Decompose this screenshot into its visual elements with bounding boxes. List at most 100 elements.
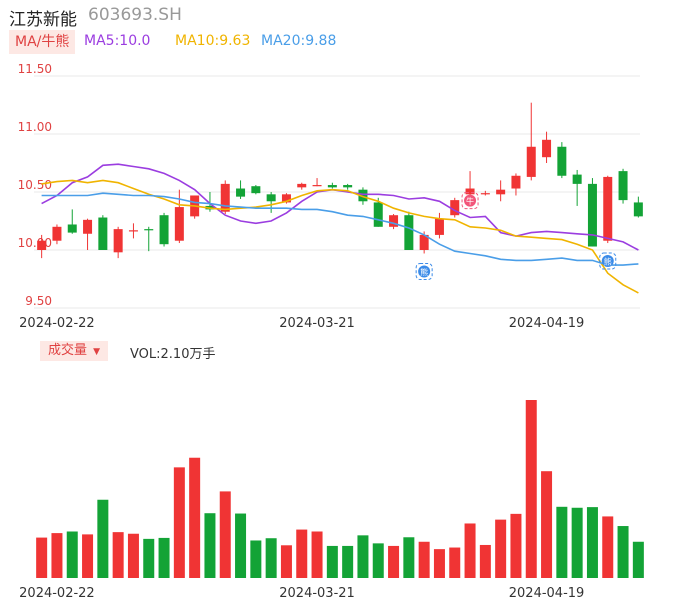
candle-body (557, 146, 567, 176)
volume-bar (265, 538, 277, 578)
candle-body (83, 219, 93, 234)
volume-bar (189, 457, 201, 578)
volume-bar (250, 540, 262, 578)
volume-bar (82, 534, 94, 578)
marker-label: 牛 (466, 196, 474, 206)
candle (603, 175, 613, 244)
candle (633, 196, 643, 218)
volume-bar (51, 533, 63, 578)
candle (98, 215, 108, 250)
candle (251, 185, 261, 195)
candle-body (159, 215, 169, 245)
candle-body (542, 139, 552, 158)
candle-body (480, 193, 490, 195)
candle-body (251, 186, 261, 194)
volume-bar (556, 506, 568, 578)
marker-frame (599, 252, 617, 270)
candle-body (52, 226, 62, 241)
volume-bar (571, 507, 583, 578)
volume-bar (403, 537, 415, 578)
volume-bar (158, 537, 170, 578)
marker-badge (464, 194, 477, 207)
candle-body (297, 183, 307, 188)
bear-marker-icon: 熊 (415, 262, 433, 280)
y-tick-label: 9.50 (25, 294, 52, 308)
candle-body (419, 234, 429, 250)
candle (220, 180, 230, 215)
y-tick-label: 10.50 (18, 178, 52, 192)
candle-body (281, 194, 291, 203)
volume-bar (66, 531, 78, 578)
candle-body (37, 240, 47, 250)
volume-tag-label: 成交量 (48, 343, 88, 358)
candle (128, 223, 138, 239)
candle-body (144, 229, 154, 231)
candle (52, 224, 62, 245)
volume-bar (219, 491, 231, 578)
marker-frame (415, 262, 433, 280)
volume-bar (36, 537, 48, 578)
candle-body (465, 188, 475, 195)
volume-bar (495, 519, 507, 578)
candle (526, 102, 536, 181)
candle (542, 131, 552, 163)
ma10-legend: MA10:9.63 (175, 33, 251, 49)
volume-bar (602, 516, 614, 578)
candle-body (174, 207, 184, 241)
candle-body (128, 230, 138, 232)
candle (37, 234, 47, 259)
x-date-label: 2024-03-21 (279, 316, 355, 331)
candle-body (343, 185, 353, 188)
marker-label: 熊 (420, 267, 428, 277)
volume-bar (418, 541, 430, 578)
candle (327, 182, 337, 189)
volume-bar (204, 513, 216, 578)
volume-bar (541, 471, 553, 578)
candle (618, 168, 628, 204)
candle (404, 211, 414, 250)
candle (480, 190, 490, 196)
candle (312, 178, 322, 187)
volume-bar (143, 538, 155, 578)
candle (465, 171, 475, 197)
candle (557, 142, 567, 179)
volume-bar (632, 541, 644, 578)
volume-bar (388, 545, 400, 578)
candle (174, 189, 184, 244)
candle-body (511, 175, 521, 189)
y-tick-label: 11.00 (18, 120, 52, 134)
bull-marker-icon: 牛 (461, 192, 479, 210)
candle (511, 173, 521, 196)
marker-badge (601, 255, 614, 268)
candle-body (389, 215, 399, 227)
volume-bar (372, 543, 384, 578)
x-date-label: 2024-04-19 (509, 316, 585, 331)
candle-body (113, 229, 123, 253)
volume-indicator-selector[interactable]: 成交量 ▼ (40, 341, 109, 361)
stock-name: 江苏新能 (9, 10, 77, 30)
candle-body (450, 200, 460, 216)
volume-bar (311, 531, 323, 578)
volume-bar (449, 547, 461, 578)
volume-bar (464, 523, 476, 578)
ma5-legend: MA5:10.0 (84, 33, 151, 49)
volume-bar (510, 513, 522, 578)
volume-bar (127, 533, 139, 578)
volume-value: VOL:2.10万手 (130, 347, 216, 362)
candle (113, 226, 123, 259)
candle (373, 197, 383, 227)
volume-bar (433, 549, 445, 578)
x-date-label: 2024-04-19 (509, 586, 585, 601)
candle (343, 183, 353, 190)
x-date-label: 2024-03-21 (279, 586, 355, 601)
candle-body (98, 217, 108, 250)
stock-code: 603693.SH (88, 5, 182, 25)
ma5-line (41, 163, 639, 251)
volume-bar (326, 545, 338, 578)
volume-bar (586, 507, 598, 578)
candle-body (312, 185, 322, 187)
ma-indicator-selector[interactable]: MA/牛熊 (9, 30, 76, 54)
candle (389, 214, 399, 230)
candle (67, 209, 77, 234)
